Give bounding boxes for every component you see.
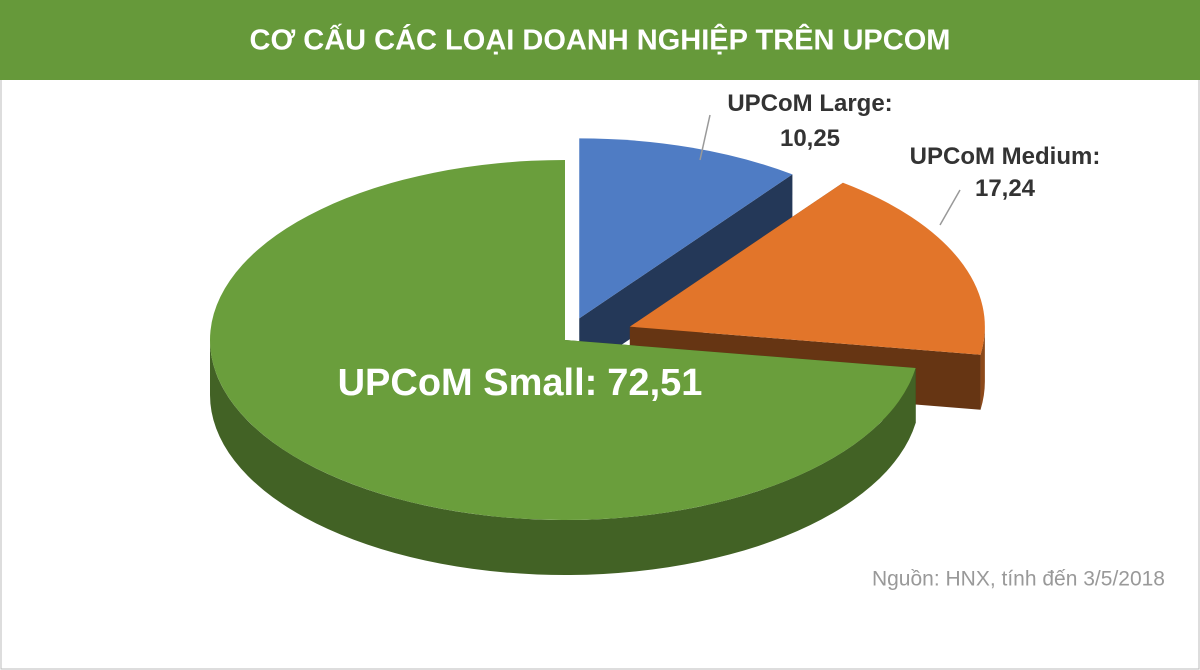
label-value: 72,51 — [607, 362, 702, 404]
pie — [210, 138, 985, 575]
label-category: UPCoM Small: — [338, 362, 598, 404]
slice-side — [980, 326, 985, 410]
label-category: UPCoM Large: — [727, 90, 892, 117]
data-label: UPCoM Medium: 17,24 — [910, 143, 1101, 202]
label-value: 10,25 — [780, 125, 840, 152]
pie-slice — [579, 138, 793, 374]
source-note: Nguồn: HNX, tính đến 3/5/2018 — [872, 568, 1165, 591]
data-label: UPCoM Small: 72,51 — [338, 362, 703, 404]
leader-line — [699, 114, 711, 161]
slice-top — [579, 138, 793, 319]
data-label: UPCoM Large: 10,25 — [727, 90, 892, 152]
pie-slice — [210, 160, 916, 575]
leader-line — [939, 189, 961, 226]
slice-side — [210, 340, 916, 575]
slice-wall — [579, 174, 793, 374]
title-bar — [0, 0, 1200, 80]
chart-title: CƠ CẤU CÁC LOẠI DOANH NGHIỆP TRÊN UPCOM — [250, 23, 951, 57]
label-category: UPCoM Medium: — [910, 143, 1101, 170]
slice-top — [629, 182, 985, 355]
label-value: 17,24 — [975, 175, 1036, 202]
slice-top — [210, 160, 916, 520]
